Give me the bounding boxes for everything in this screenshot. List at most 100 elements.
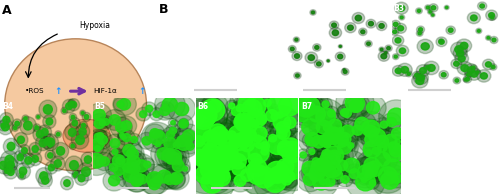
Circle shape: [468, 67, 474, 73]
Circle shape: [193, 136, 204, 147]
Circle shape: [260, 96, 275, 110]
Circle shape: [312, 158, 320, 165]
Circle shape: [336, 85, 374, 121]
Circle shape: [391, 20, 400, 28]
Circle shape: [406, 71, 412, 77]
Circle shape: [170, 175, 180, 184]
Circle shape: [116, 116, 136, 135]
Circle shape: [46, 118, 52, 125]
Circle shape: [196, 151, 216, 169]
Circle shape: [280, 147, 293, 159]
Circle shape: [376, 118, 392, 132]
Circle shape: [342, 108, 351, 117]
Circle shape: [272, 139, 295, 161]
Circle shape: [378, 143, 387, 152]
Circle shape: [196, 105, 217, 126]
Circle shape: [258, 145, 272, 158]
Circle shape: [324, 106, 339, 121]
Circle shape: [376, 152, 390, 166]
Circle shape: [486, 10, 498, 20]
Circle shape: [458, 56, 465, 62]
Circle shape: [264, 99, 271, 107]
Circle shape: [210, 131, 232, 151]
Circle shape: [127, 155, 140, 167]
Circle shape: [78, 175, 85, 182]
Circle shape: [84, 115, 88, 119]
Circle shape: [48, 153, 53, 158]
Circle shape: [416, 74, 424, 81]
Circle shape: [356, 172, 376, 191]
Circle shape: [280, 157, 303, 180]
Circle shape: [386, 122, 410, 145]
Circle shape: [222, 125, 258, 159]
Circle shape: [140, 111, 147, 118]
Circle shape: [20, 117, 36, 134]
Circle shape: [340, 45, 342, 47]
Text: B4: B4: [2, 102, 13, 111]
Circle shape: [256, 138, 274, 155]
Circle shape: [480, 73, 488, 79]
Circle shape: [92, 131, 112, 149]
Circle shape: [100, 120, 105, 126]
Circle shape: [91, 143, 104, 155]
Circle shape: [373, 139, 392, 156]
Circle shape: [160, 170, 180, 189]
Circle shape: [138, 132, 156, 149]
Circle shape: [196, 149, 226, 177]
Circle shape: [203, 161, 225, 182]
Circle shape: [248, 143, 269, 163]
Circle shape: [87, 103, 112, 127]
Circle shape: [42, 134, 58, 151]
Circle shape: [208, 100, 222, 113]
Circle shape: [0, 151, 18, 169]
Circle shape: [194, 150, 212, 167]
Circle shape: [302, 161, 318, 176]
Circle shape: [366, 19, 376, 28]
Circle shape: [248, 159, 266, 176]
Text: B3: B3: [394, 4, 404, 13]
Circle shape: [368, 145, 398, 173]
Circle shape: [274, 166, 282, 173]
Circle shape: [478, 2, 487, 10]
Circle shape: [121, 149, 146, 173]
Circle shape: [68, 99, 76, 107]
Circle shape: [161, 103, 170, 111]
Circle shape: [180, 123, 186, 128]
Circle shape: [182, 99, 225, 139]
Circle shape: [282, 176, 292, 185]
Circle shape: [332, 133, 348, 147]
Circle shape: [283, 150, 290, 156]
Circle shape: [89, 113, 110, 133]
Text: B2: B2: [288, 4, 300, 13]
Circle shape: [465, 71, 472, 78]
Circle shape: [319, 119, 336, 136]
Circle shape: [246, 163, 260, 177]
Circle shape: [154, 176, 160, 182]
Circle shape: [308, 106, 326, 122]
Text: B7: B7: [301, 102, 312, 111]
Circle shape: [180, 164, 190, 173]
Circle shape: [182, 121, 186, 125]
Circle shape: [202, 136, 252, 182]
Circle shape: [312, 44, 321, 51]
Circle shape: [124, 168, 139, 182]
Circle shape: [320, 139, 334, 151]
Circle shape: [216, 150, 238, 172]
Circle shape: [392, 137, 403, 147]
Circle shape: [206, 132, 248, 172]
Circle shape: [158, 170, 171, 183]
Circle shape: [230, 154, 246, 169]
Circle shape: [336, 160, 348, 171]
Circle shape: [305, 133, 320, 146]
Circle shape: [470, 65, 476, 70]
Circle shape: [264, 172, 286, 192]
Circle shape: [328, 165, 347, 184]
Circle shape: [182, 166, 188, 171]
Circle shape: [216, 128, 230, 140]
Circle shape: [146, 172, 162, 187]
Circle shape: [0, 119, 13, 135]
Circle shape: [316, 176, 329, 188]
Circle shape: [170, 138, 184, 152]
Circle shape: [310, 141, 350, 179]
Circle shape: [412, 71, 422, 79]
